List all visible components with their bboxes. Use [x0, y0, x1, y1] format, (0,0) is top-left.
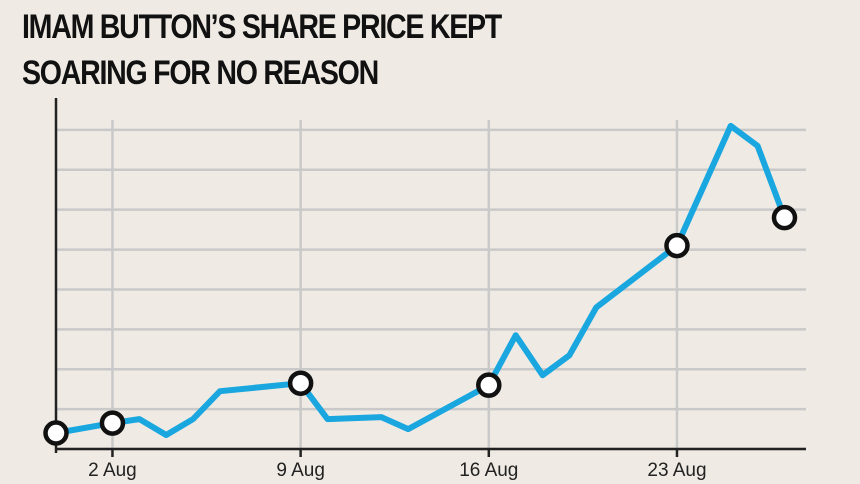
data-point-marker-18	[771, 204, 798, 231]
data-point-marker-10	[476, 372, 502, 398]
data-point-marker-15	[664, 232, 690, 259]
data-point-marker-1	[99, 410, 126, 436]
chart-title-line-2: SOARING FOR NO REASON	[22, 54, 379, 92]
axes	[54, 98, 806, 457]
chart-title-line-1: IMAM BUTTON’S SHARE PRICE KEPT	[22, 8, 502, 46]
x-tick-label-2: 16 Aug	[459, 460, 518, 481]
markers-layer	[43, 204, 798, 446]
x-tick-label-0: 2 Aug	[88, 460, 137, 481]
data-point-marker-6	[287, 370, 314, 396]
x-tick-label-3: 23 Aug	[647, 460, 706, 481]
series-layer	[53, 122, 788, 438]
x-tick-label-1: 9 Aug	[276, 460, 325, 481]
data-point-marker-0	[43, 420, 69, 446]
gridlines	[56, 120, 806, 451]
chart-title: IMAM BUTTON’S SHARE PRICE KEPT SOARING F…	[22, 4, 694, 96]
x-tick-labels: 2 Aug 9 Aug 16 Aug 23 Aug	[88, 460, 706, 481]
price-line	[53, 122, 788, 438]
